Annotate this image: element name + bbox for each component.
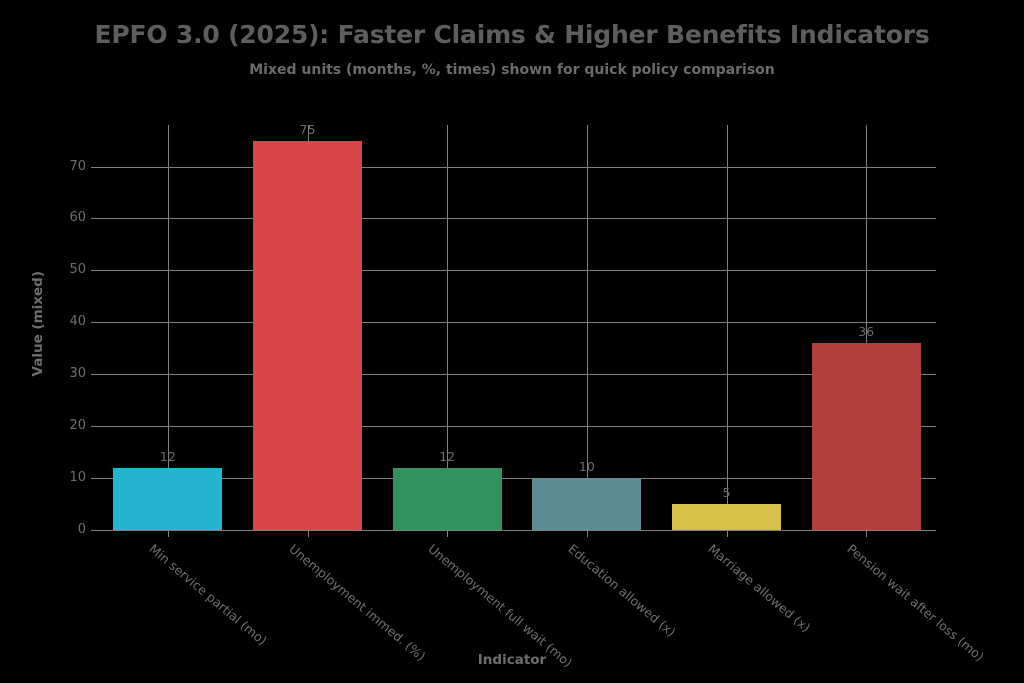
y-tick-mark: [91, 218, 98, 220]
x-axis-title: Indicator: [477, 652, 547, 668]
x-tick-mark: [447, 530, 449, 537]
bar[interactable]: [392, 467, 502, 530]
y-tick-mark: [91, 322, 98, 324]
x-tick-label: Unemployment full wait (mo): [425, 541, 576, 671]
x-tick-mark: [866, 530, 868, 537]
y-tick-label: 10: [69, 470, 86, 486]
y-tick-label: 50: [69, 262, 86, 278]
y-tick-label: 0: [77, 522, 86, 537]
gridline-vertical: [726, 125, 728, 530]
x-tick-label: Min service partial (mo): [146, 541, 270, 649]
y-tick-label: 40: [69, 314, 86, 330]
x-tick-mark: [167, 530, 169, 537]
y-tick-label: 60: [69, 210, 86, 226]
y-tick-mark: [91, 166, 98, 168]
gridline-horizontal: [98, 426, 936, 428]
gridline-vertical: [167, 125, 169, 530]
bar-value-label: 5: [722, 485, 731, 501]
gridline-horizontal: [98, 218, 936, 220]
y-tick-mark: [91, 530, 98, 531]
gridline-horizontal: [98, 478, 936, 480]
gridline-vertical: [866, 125, 868, 530]
bar-value-label: 12: [439, 448, 456, 464]
gridline-vertical: [586, 125, 588, 530]
x-tick-label: Pension wait after loss (mo): [844, 541, 988, 665]
gridline-horizontal: [98, 530, 936, 531]
bar-value-label: 75: [299, 121, 316, 137]
gridline-horizontal: [98, 322, 936, 324]
x-tick-mark: [726, 530, 728, 537]
x-tick-label: Unemployment immed. (%): [285, 541, 429, 664]
y-tick-label: 70: [69, 158, 86, 174]
y-tick-mark: [91, 270, 98, 272]
bar[interactable]: [113, 467, 223, 530]
gridline-horizontal: [98, 374, 936, 376]
bar-value-label: 36: [858, 324, 875, 340]
x-tick-mark: [586, 530, 588, 537]
y-tick-mark: [91, 478, 98, 480]
bar[interactable]: [253, 140, 362, 530]
chart-title: EPFO 3.0 (2025): Faster Claims & Higher …: [94, 20, 930, 49]
plot-area: [98, 125, 936, 531]
x-tick-label: Education allowed (x): [565, 541, 679, 640]
bar[interactable]: [672, 504, 781, 530]
bar[interactable]: [811, 343, 921, 530]
y-tick-mark: [91, 426, 98, 428]
bar[interactable]: [532, 478, 642, 530]
gridline-horizontal: [98, 166, 936, 168]
bar-value-label: 12: [159, 448, 176, 464]
y-tick-label: 30: [69, 366, 86, 382]
y-tick-label: 20: [69, 418, 86, 434]
gridline-horizontal: [98, 270, 936, 272]
y-axis-title: Value (mixed): [30, 271, 46, 377]
gridline-vertical: [447, 125, 449, 530]
x-tick-label: Marriage allowed (x): [704, 541, 813, 636]
y-tick-mark: [91, 374, 98, 376]
x-tick-mark: [307, 530, 309, 537]
chart-subtitle: Mixed units (months, %, times) shown for…: [249, 62, 775, 78]
bar-value-label: 10: [578, 459, 595, 475]
x-axis-spine: [98, 529, 936, 531]
